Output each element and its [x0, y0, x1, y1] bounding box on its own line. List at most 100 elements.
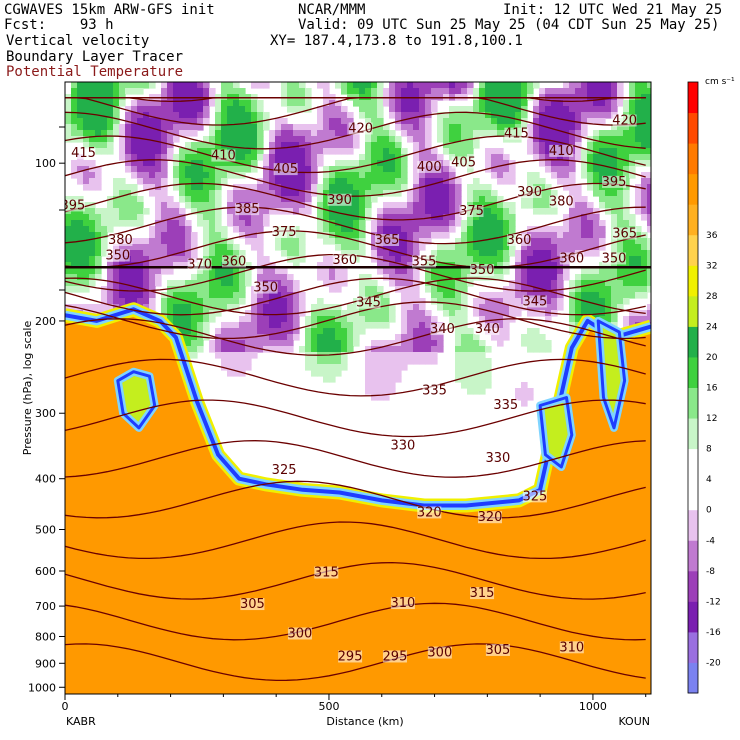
- w-cell: [257, 142, 264, 149]
- theta-label-bg: [390, 597, 415, 610]
- w-cell: [185, 316, 192, 323]
- header-init-time: Init: 12 UTC Wed 21 May 25: [503, 2, 723, 18]
- w-cell: [467, 328, 474, 335]
- w-cell: [611, 196, 618, 203]
- w-cell: [209, 130, 216, 137]
- w-cell: [161, 190, 168, 197]
- w-cell: [449, 262, 456, 269]
- w-cell: [197, 322, 204, 329]
- w-cell: [233, 286, 240, 293]
- w-cell: [527, 268, 534, 275]
- w-cell: [497, 232, 504, 239]
- w-cell: [557, 226, 564, 233]
- w-cell: [137, 106, 144, 113]
- w-cell: [341, 220, 348, 227]
- w-cell: [131, 124, 138, 131]
- w-cell: [551, 286, 558, 293]
- w-cell: [137, 214, 144, 221]
- w-cell: [143, 256, 150, 263]
- w-cell: [347, 334, 354, 341]
- w-cell: [485, 376, 492, 383]
- w-cell: [353, 328, 360, 335]
- w-cell: [497, 148, 504, 155]
- w-cell: [185, 130, 192, 137]
- w-cell: [305, 340, 312, 347]
- w-cell: [161, 136, 168, 143]
- w-cell: [167, 280, 174, 287]
- w-cell: [89, 274, 96, 281]
- w-cell: [455, 316, 462, 323]
- w-cell: [587, 106, 594, 113]
- w-cell: [467, 220, 474, 227]
- w-cell: [587, 304, 594, 311]
- w-cell: [593, 142, 600, 149]
- w-cell: [233, 196, 240, 203]
- w-cell: [137, 118, 144, 125]
- w-cell: [341, 208, 348, 215]
- w-cell: [557, 154, 564, 161]
- w-cell: [233, 100, 240, 107]
- w-cell: [485, 364, 492, 371]
- w-cell: [221, 178, 228, 185]
- w-cell: [371, 88, 378, 95]
- w-cell: [383, 208, 390, 215]
- w-cell: [233, 136, 240, 143]
- w-cell: [257, 292, 264, 299]
- w-cell: [77, 166, 84, 173]
- w-cell: [191, 352, 198, 359]
- theta-label-19: 360: [507, 233, 532, 248]
- w-cell: [449, 298, 456, 305]
- w-cell: [443, 310, 450, 317]
- w-cell: [437, 136, 444, 143]
- w-cell: [125, 112, 132, 119]
- w-cell: [347, 136, 354, 143]
- w-cell: [347, 220, 354, 227]
- w-cell: [371, 112, 378, 119]
- w-cell: [203, 226, 210, 233]
- w-cell: [95, 214, 102, 221]
- w-cell: [179, 172, 186, 179]
- w-cell: [257, 214, 264, 221]
- w-cell: [377, 388, 384, 395]
- theta-label-24: 360: [332, 253, 357, 268]
- w-cell: [647, 280, 651, 287]
- w-cell: [137, 256, 144, 263]
- w-cell: [551, 160, 558, 167]
- w-cell: [233, 268, 240, 275]
- w-cell: [383, 352, 390, 359]
- w-cell: [401, 202, 408, 209]
- w-cell: [389, 340, 396, 347]
- w-cell: [365, 106, 372, 113]
- w-cell: [233, 172, 240, 179]
- w-cell: [539, 154, 546, 161]
- w-cell: [257, 112, 264, 119]
- w-cell: [275, 340, 282, 347]
- w-cell: [149, 82, 156, 89]
- w-cell: [461, 304, 468, 311]
- w-cell: [185, 184, 192, 191]
- w-cell: [563, 166, 570, 173]
- w-cell: [443, 226, 450, 233]
- w-cell: [539, 160, 546, 167]
- w-cell: [551, 280, 558, 287]
- theta-label-bg: [612, 114, 637, 127]
- w-cell: [407, 244, 414, 251]
- w-cell: [71, 268, 78, 275]
- w-cell: [65, 112, 72, 119]
- w-cell: [527, 196, 534, 203]
- w-cell: [419, 226, 426, 233]
- w-cell: [491, 238, 498, 245]
- w-cell: [521, 256, 528, 263]
- theta-contour-360: [65, 230, 646, 268]
- w-cell: [401, 298, 408, 305]
- w-cell: [233, 304, 240, 311]
- w-cell: [143, 142, 150, 149]
- w-cell: [635, 280, 642, 287]
- w-cell: [419, 232, 426, 239]
- w-cell: [485, 244, 492, 251]
- w-cell: [515, 298, 522, 305]
- w-cell: [131, 292, 138, 299]
- w-cell: [329, 346, 336, 353]
- w-cell: [173, 160, 180, 167]
- w-cell: [467, 106, 474, 113]
